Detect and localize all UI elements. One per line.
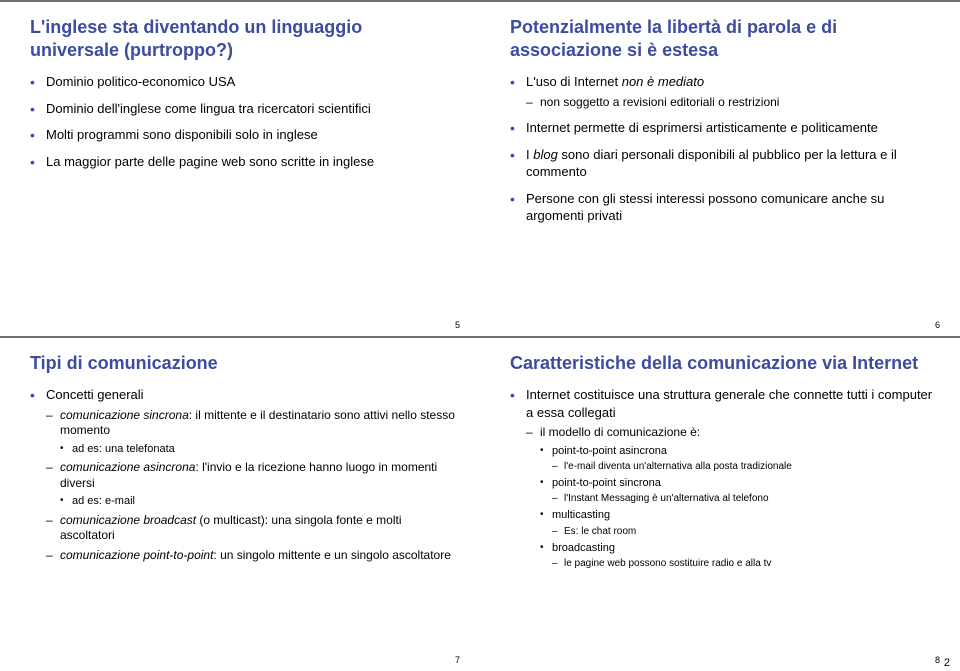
sub-bullet: non soggetto a revisioni editoriali o re…: [526, 95, 936, 111]
bullet-list: L'uso di Internet non è mediato non sogg…: [510, 73, 936, 234]
slide-title: Potenzialmente la libertà di parola e di…: [510, 16, 936, 61]
sub-sub-bullet: broadcasting le pagine web possono sosti…: [540, 541, 936, 570]
sub-bullet: il modello di comunicazione è: point-to-…: [526, 425, 936, 570]
slide-grid: L'inglese sta diventando un linguaggio u…: [0, 0, 960, 671]
text: : un singolo mittente e un singolo ascol…: [213, 548, 450, 562]
sub-bullet: comunicazione broadcast (o multicast): u…: [46, 513, 456, 544]
bullet: Internet permette di esprimersi artistic…: [510, 119, 936, 137]
bullet: Internet costituisce una struttura gener…: [510, 386, 936, 570]
sub-sub-bullet: point-to-point sincrona l'Instant Messag…: [540, 476, 936, 505]
slide-7: Tipi di comunicazione Concetti generali …: [0, 336, 480, 671]
bullet-list: Concetti generali comunicazione sincrona…: [30, 386, 456, 572]
bullet-list: Dominio politico-economico USA Dominio d…: [30, 73, 456, 179]
slide-8: Caratteristiche della comunicazione via …: [480, 336, 960, 671]
bullet: Dominio politico-economico USA: [30, 73, 456, 91]
slide-5: L'inglese sta diventando un linguaggio u…: [0, 0, 480, 336]
slide-title: Tipi di comunicazione: [30, 352, 456, 375]
text-italic: comunicazione asincrona: [60, 460, 195, 474]
text-italic: comunicazione point-to-point: [60, 548, 213, 562]
bullet: Persone con gli stessi interessi possono…: [510, 190, 936, 225]
slide-number: 8: [935, 655, 940, 665]
bullet-list: Internet costituisce una struttura gener…: [510, 386, 936, 579]
sub-sub-bullet: point-to-point asincrona l'e-mail divent…: [540, 444, 936, 473]
sub-sub-bullet: ad es: e-mail: [60, 494, 456, 508]
sub-sub-bullet: ad es: una telefonata: [60, 442, 456, 456]
sub-sub-bullet: multicasting Es: le chat room: [540, 508, 936, 537]
slide-title: L'inglese sta diventando un linguaggio u…: [30, 16, 456, 61]
text: Internet costituisce una struttura gener…: [526, 387, 932, 420]
sub-bullet: comunicazione sincrona: il mittente e il…: [46, 408, 456, 456]
bullet: Molti programmi sono disponibili solo in…: [30, 126, 456, 144]
slide-number: 7: [455, 655, 460, 665]
bullet: Concetti generali comunicazione sincrona…: [30, 386, 456, 563]
text: point-to-point sincrona: [552, 477, 661, 489]
sub-bullet: comunicazione point-to-point: un singolo…: [46, 548, 456, 564]
text: Concetti generali: [46, 387, 144, 402]
slide-number: 5: [455, 320, 460, 330]
text: il modello di comunicazione è:: [540, 425, 700, 439]
text: multicasting: [552, 509, 610, 521]
text: L'uso di Internet: [526, 74, 622, 89]
text-italic: comunicazione broadcast: [60, 513, 199, 527]
slide-number: 6: [935, 320, 940, 330]
lvl4-bullet: l'e-mail diventa un'alternativa alla pos…: [552, 460, 936, 473]
lvl4-bullet: le pagine web possono sostituire radio e…: [552, 557, 936, 570]
text-italic: non è mediato: [622, 74, 704, 89]
slide-6: Potenzialmente la libertà di parola e di…: [480, 0, 960, 336]
page-number: 2: [944, 657, 950, 669]
lvl4-bullet: l'Instant Messaging è un'alternativa al …: [552, 492, 936, 505]
bullet: L'uso di Internet non è mediato non sogg…: [510, 73, 936, 110]
sub-bullet: comunicazione asincrona: l'invio e la ri…: [46, 460, 456, 508]
lvl4-bullet: Es: le chat room: [552, 525, 936, 538]
text-italic: comunicazione sincrona: [60, 408, 189, 422]
text-italic: blog: [533, 147, 558, 162]
text: point-to-point asincrona: [552, 445, 667, 457]
bullet: La maggior parte delle pagine web sono s…: [30, 153, 456, 171]
text: broadcasting: [552, 542, 615, 554]
bullet: Dominio dell'inglese come lingua tra ric…: [30, 100, 456, 118]
text: sono diari personali disponibili al pubb…: [526, 147, 897, 180]
bullet: I blog sono diari personali disponibili …: [510, 146, 936, 181]
slide-title: Caratteristiche della comunicazione via …: [510, 352, 936, 375]
